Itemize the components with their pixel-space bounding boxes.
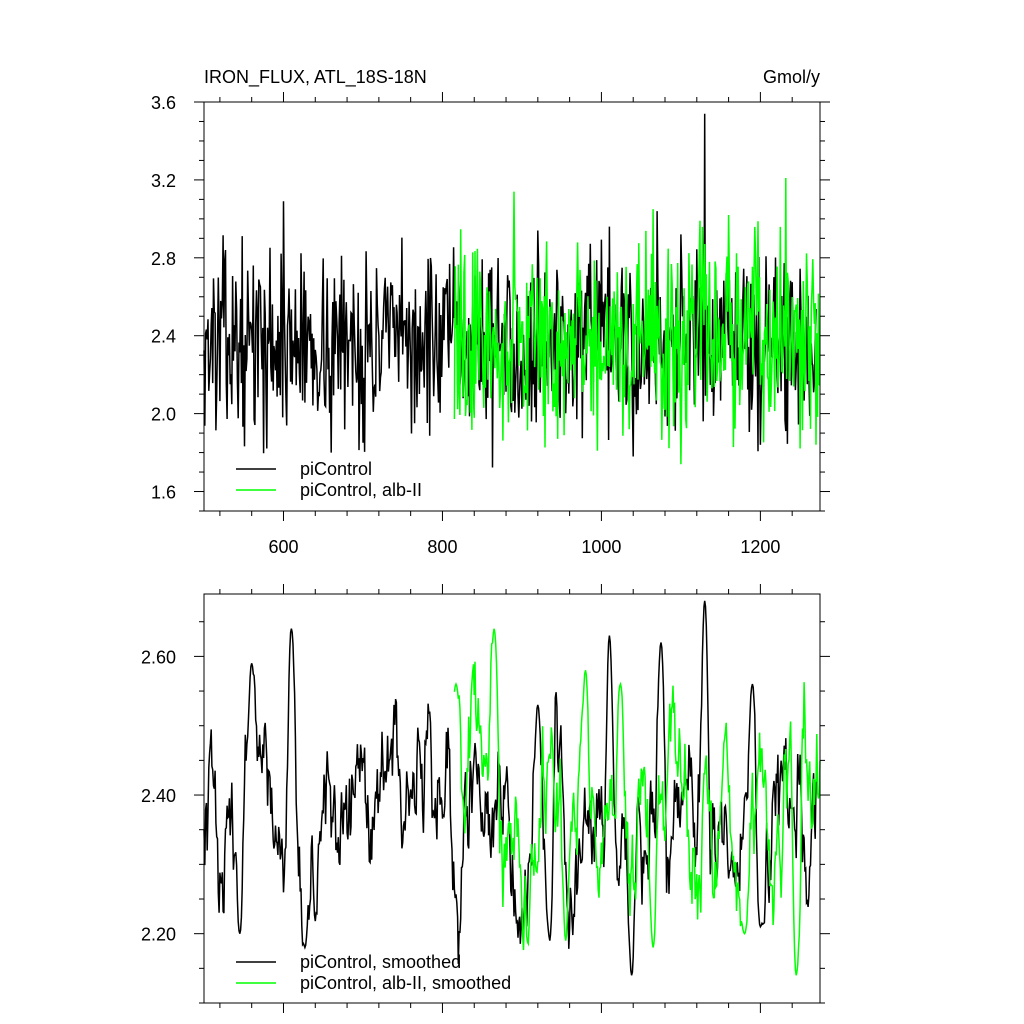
- x-tick-label: 600: [268, 537, 298, 557]
- chart-units: Gmol/y: [763, 67, 820, 87]
- top-plot-area: [203, 113, 821, 468]
- series-line-picontrol-alb-ii-smoothed: [453, 628, 821, 976]
- y-tick-label: 2.40: [141, 786, 176, 806]
- legend-label-picontrol-alb-ii: piControl, alb-II: [300, 480, 422, 500]
- legend-label-picontrol: piControl: [300, 459, 372, 479]
- top-axes: 600 800 1000 1200 1.6 2.0 2.4 2.8 3.2 3.6: [151, 92, 830, 557]
- legend-label-picontrol-smoothed: piControl, smoothed: [300, 952, 461, 972]
- y-tick-label: 2.20: [141, 925, 176, 945]
- x-tick-label: 1000: [581, 537, 621, 557]
- series-line-picontrol: [203, 113, 817, 468]
- x-tick-label: 1200: [740, 537, 780, 557]
- bottom-axes: 2.20 2.40 2.60: [141, 584, 830, 1013]
- bottom-plot-frame: [203, 593, 821, 1004]
- series-line-picontrol-smoothed: [203, 600, 817, 976]
- bottom-panel: 2.20 2.40 2.60 piControl, smoothed piContr…: [141, 584, 830, 1013]
- y-tick-label: 2.8: [151, 249, 176, 269]
- top-panel: IRON_FLUX, ATL_18S-18N Gmol/y 600 800 1000…: [151, 67, 830, 557]
- y-tick-label: 2.4: [151, 327, 176, 347]
- x-tick-label: 800: [427, 537, 457, 557]
- y-tick-label: 3.6: [151, 93, 176, 113]
- top-plot-frame: [203, 101, 821, 512]
- series-line-picontrol-alb-ii: [453, 177, 821, 465]
- bottom-plot-area: [203, 600, 821, 976]
- y-tick-label: 2.0: [151, 405, 176, 425]
- y-tick-label: 1.6: [151, 483, 176, 503]
- y-tick-label: 2.60: [141, 647, 176, 667]
- top-legend: piControl piControl, alb-II: [236, 459, 422, 500]
- y-tick-label: 3.2: [151, 171, 176, 191]
- bottom-legend: piControl, smoothed piControl, alb-II, s…: [236, 952, 511, 993]
- chart-title: IRON_FLUX, ATL_18S-18N: [204, 67, 427, 88]
- legend-label-picontrol-alb-ii-smoothed: piControl, alb-II, smoothed: [300, 973, 511, 993]
